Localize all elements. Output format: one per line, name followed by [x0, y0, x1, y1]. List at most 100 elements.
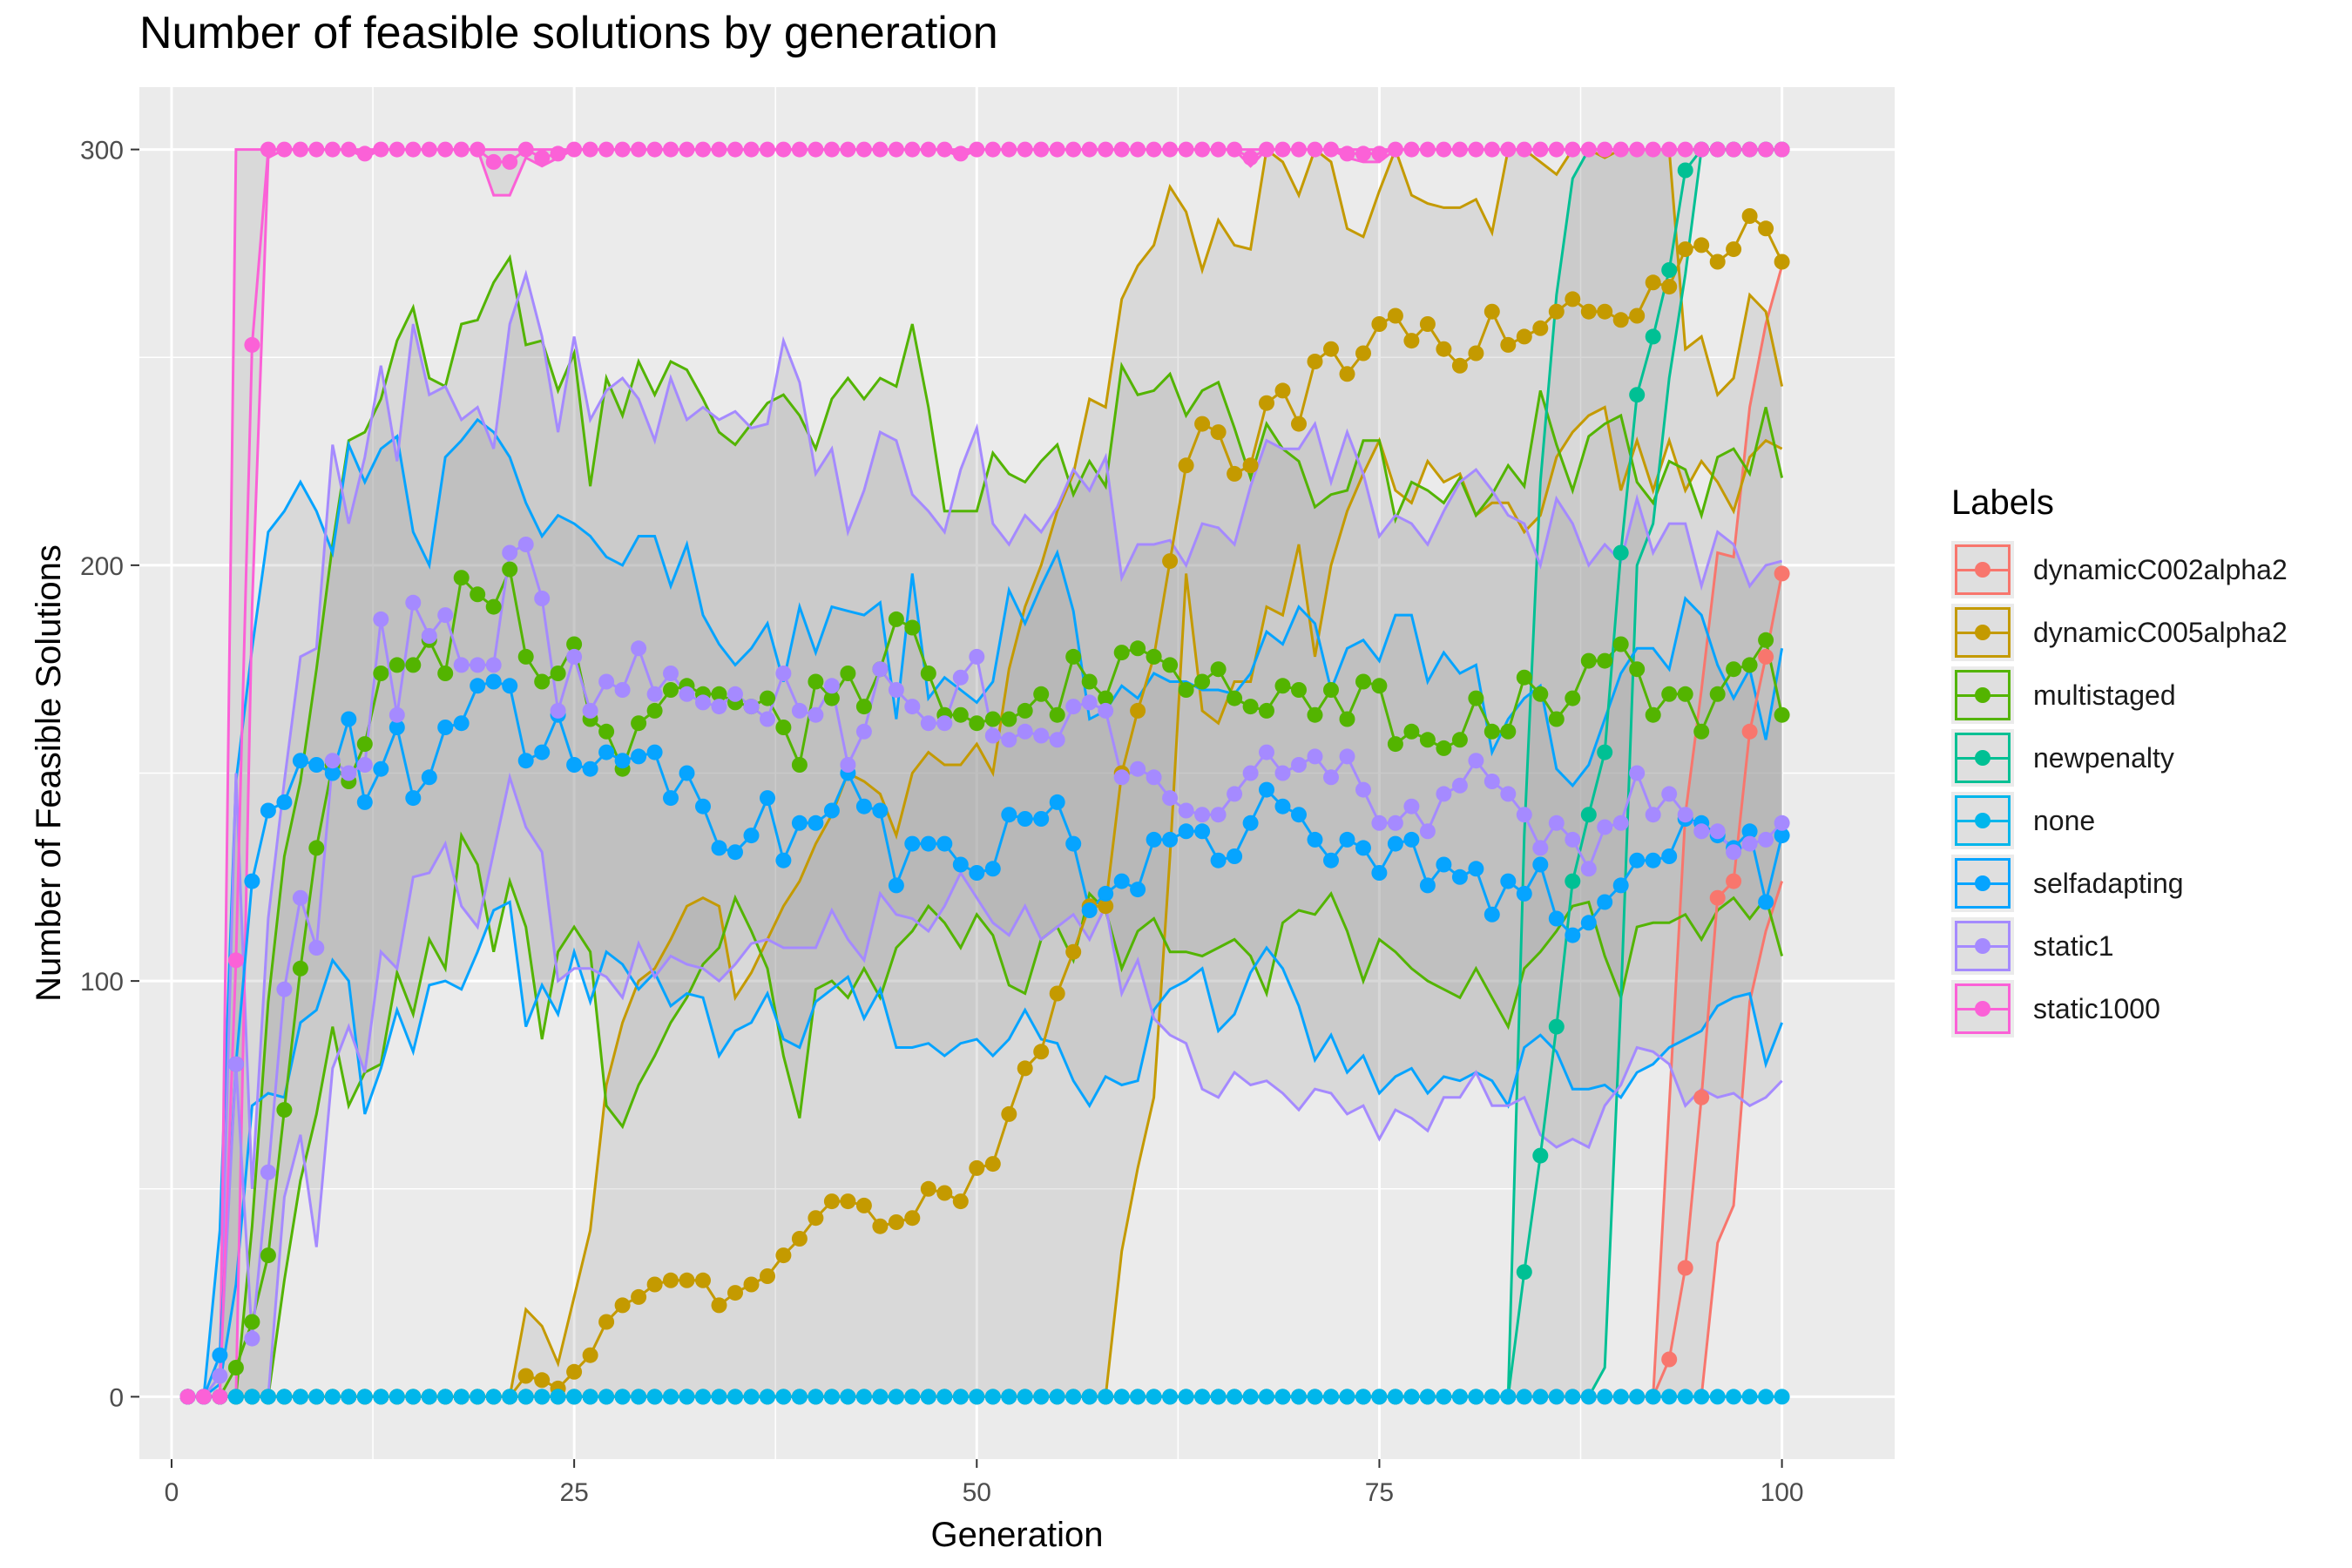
point-static1: [1709, 823, 1726, 840]
point-static1: [1741, 835, 1758, 852]
ribbon-static1: [187, 274, 1782, 1397]
point-dynamicC005alpha2: [1532, 320, 1549, 336]
legend-key: [1951, 541, 2014, 598]
point-static1000: [421, 141, 437, 158]
point-none: [1307, 1389, 1323, 1405]
point-static1000: [502, 153, 518, 170]
point-static1: [276, 981, 293, 997]
point-static1: [1565, 831, 1581, 848]
point-dynamicC005alpha2: [1001, 1105, 1017, 1122]
point-dynamicC005alpha2: [1049, 985, 1065, 1002]
point-none: [598, 1389, 615, 1405]
point-none: [502, 1389, 518, 1405]
point-selfadapting: [517, 753, 534, 769]
point-none: [1741, 1389, 1758, 1405]
point-dynamicC005alpha2: [646, 1276, 663, 1293]
point-static1: [534, 591, 551, 606]
point-dynamicC005alpha2: [1468, 345, 1484, 362]
point-static1: [1259, 744, 1274, 760]
point-dynamicC005alpha2: [904, 1210, 921, 1227]
point-selfadapting: [389, 720, 405, 735]
point-selfadapting: [276, 794, 293, 810]
y-tick-label: 200: [80, 552, 124, 581]
point-selfadapting: [663, 790, 679, 807]
point-none: [1758, 1389, 1774, 1405]
point-dynamicC005alpha2: [969, 1159, 985, 1176]
point-static1: [1371, 814, 1388, 831]
point-multistaged: [1484, 723, 1500, 740]
point-dynamicC005alpha2: [872, 1218, 889, 1234]
point-multistaged: [711, 686, 727, 702]
point-selfadapting: [453, 715, 470, 732]
point-selfadapting: [1017, 811, 1033, 827]
legend-key: [1951, 729, 2014, 787]
point-dynamicC005alpha2: [1419, 316, 1436, 332]
point-dynamicC005alpha2: [727, 1285, 743, 1301]
point-dynamicC005alpha2: [1645, 274, 1661, 291]
point-multistaged: [663, 682, 679, 698]
point-selfadapting: [1548, 910, 1565, 927]
point-dynamicC005alpha2: [1065, 943, 1082, 960]
point-static1000: [855, 141, 872, 158]
legend-key-dot: [1975, 750, 1990, 766]
point-dynamicC005alpha2: [517, 1368, 534, 1384]
point-multistaged: [1113, 645, 1130, 661]
point-none: [1451, 1389, 1468, 1405]
point-none: [1371, 1389, 1388, 1405]
point-static1: [1645, 807, 1661, 823]
point-multistaged: [1629, 661, 1646, 678]
point-none: [888, 1389, 904, 1405]
point-none: [470, 1389, 486, 1405]
point-static1: [1339, 748, 1355, 765]
point-selfadapting: [984, 861, 1001, 877]
point-static1: [341, 765, 357, 781]
point-dynamicC005alpha2: [1436, 341, 1452, 357]
point-static1: [1387, 814, 1403, 831]
point-none: [1500, 1389, 1517, 1405]
point-none: [695, 1389, 711, 1405]
point-none: [614, 1389, 631, 1405]
point-static1: [550, 702, 566, 719]
point-none: [485, 1389, 502, 1405]
point-static1000: [663, 141, 679, 158]
ribbon-newpenalty: [187, 149, 1782, 1397]
point-multistaged: [566, 636, 583, 652]
point-selfadapting: [1113, 873, 1130, 889]
mean-line-multistaged: [187, 564, 1784, 1398]
point-multistaged: [534, 673, 551, 690]
point-selfadapting: [775, 852, 792, 868]
point-selfadapting: [1597, 894, 1613, 910]
point-selfadapting: [904, 835, 921, 852]
legend-key-dot: [1975, 813, 1990, 828]
point-static1: [679, 686, 695, 702]
point-none: [389, 1389, 405, 1405]
point-static1: [517, 537, 534, 552]
point-newpenalty: [1677, 162, 1693, 179]
point-static1: [1597, 819, 1613, 835]
point-static1000: [437, 141, 454, 158]
point-multistaged: [437, 666, 454, 681]
legend-label: multistaged: [2033, 679, 2176, 711]
point-dynamicC005alpha2: [1612, 312, 1629, 328]
point-multistaged: [1049, 706, 1065, 723]
point-selfadapting: [356, 794, 373, 810]
point-multistaged: [952, 706, 969, 723]
point-none: [1693, 1389, 1710, 1405]
point-static1000: [1500, 141, 1517, 158]
point-selfadapting: [1741, 823, 1758, 840]
point-selfadapting: [1387, 835, 1403, 852]
point-static1000: [195, 1389, 212, 1405]
legend-item-static1: static1: [1951, 915, 2288, 977]
point-static1: [308, 940, 325, 956]
point-none: [1645, 1389, 1661, 1405]
point-static1000: [276, 141, 293, 158]
point-none: [760, 1389, 775, 1405]
point-multistaged: [1274, 678, 1291, 694]
point-static1000: [356, 145, 373, 162]
point-selfadapting: [646, 744, 663, 760]
legend-label: newpenalty: [2033, 741, 2174, 774]
point-static1000: [1339, 145, 1355, 162]
point-none: [1130, 1389, 1146, 1405]
point-selfadapting: [1500, 873, 1517, 889]
